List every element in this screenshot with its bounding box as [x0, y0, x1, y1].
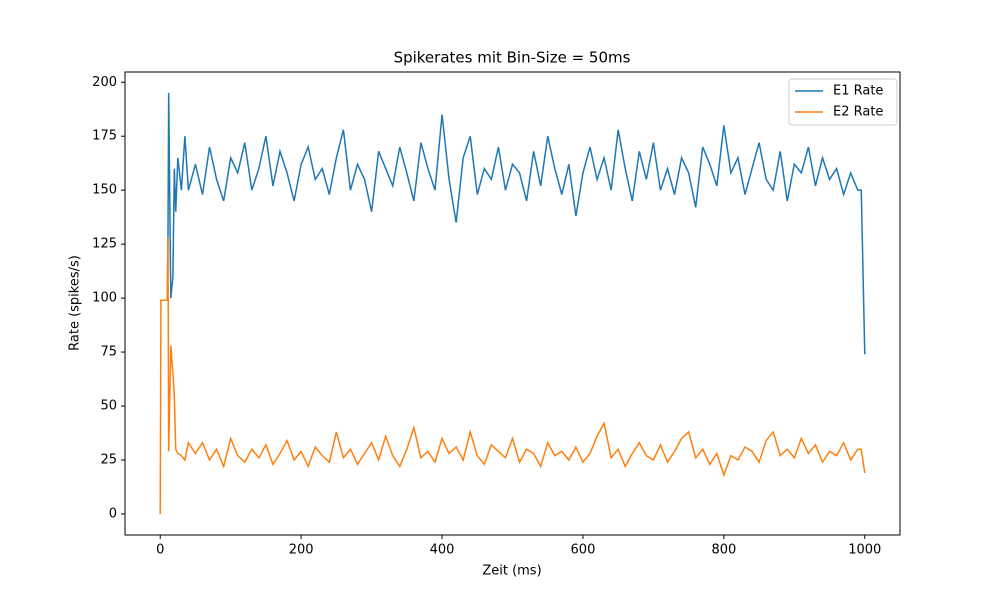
- x-tick-label: 1000: [848, 543, 881, 558]
- axes-frame: [124, 71, 901, 536]
- y-tick-label: 150: [92, 183, 117, 198]
- x-tick-label: 400: [430, 543, 455, 558]
- x-axis-label: Zeit (ms): [482, 564, 541, 579]
- legend-label: E2 Rate: [833, 105, 883, 120]
- y-tick-label: 75: [100, 345, 117, 360]
- plot-area: [159, 93, 866, 514]
- x-tick-label: 600: [571, 543, 596, 558]
- y-axis-label: Rate (spikes/s): [68, 255, 83, 351]
- line-series: [160, 93, 866, 355]
- y-tick-label: 200: [92, 75, 117, 90]
- x-tick-label: 200: [289, 543, 314, 558]
- y-tick-label: 25: [100, 452, 117, 467]
- y-tick-label: 0: [109, 506, 117, 521]
- y-tick-label: 100: [92, 291, 117, 306]
- y-tick-label: 175: [92, 129, 117, 144]
- line-series: [159, 237, 866, 514]
- legend-label: E1 Rate: [833, 84, 883, 99]
- y-tick-label: 50: [100, 399, 117, 414]
- x-tick-label: 800: [711, 543, 736, 558]
- chart-title: Spikerates mit Bin-Size = 50ms: [394, 49, 631, 67]
- x-tick-label: 0: [156, 543, 164, 558]
- y-tick-label: 125: [92, 237, 117, 252]
